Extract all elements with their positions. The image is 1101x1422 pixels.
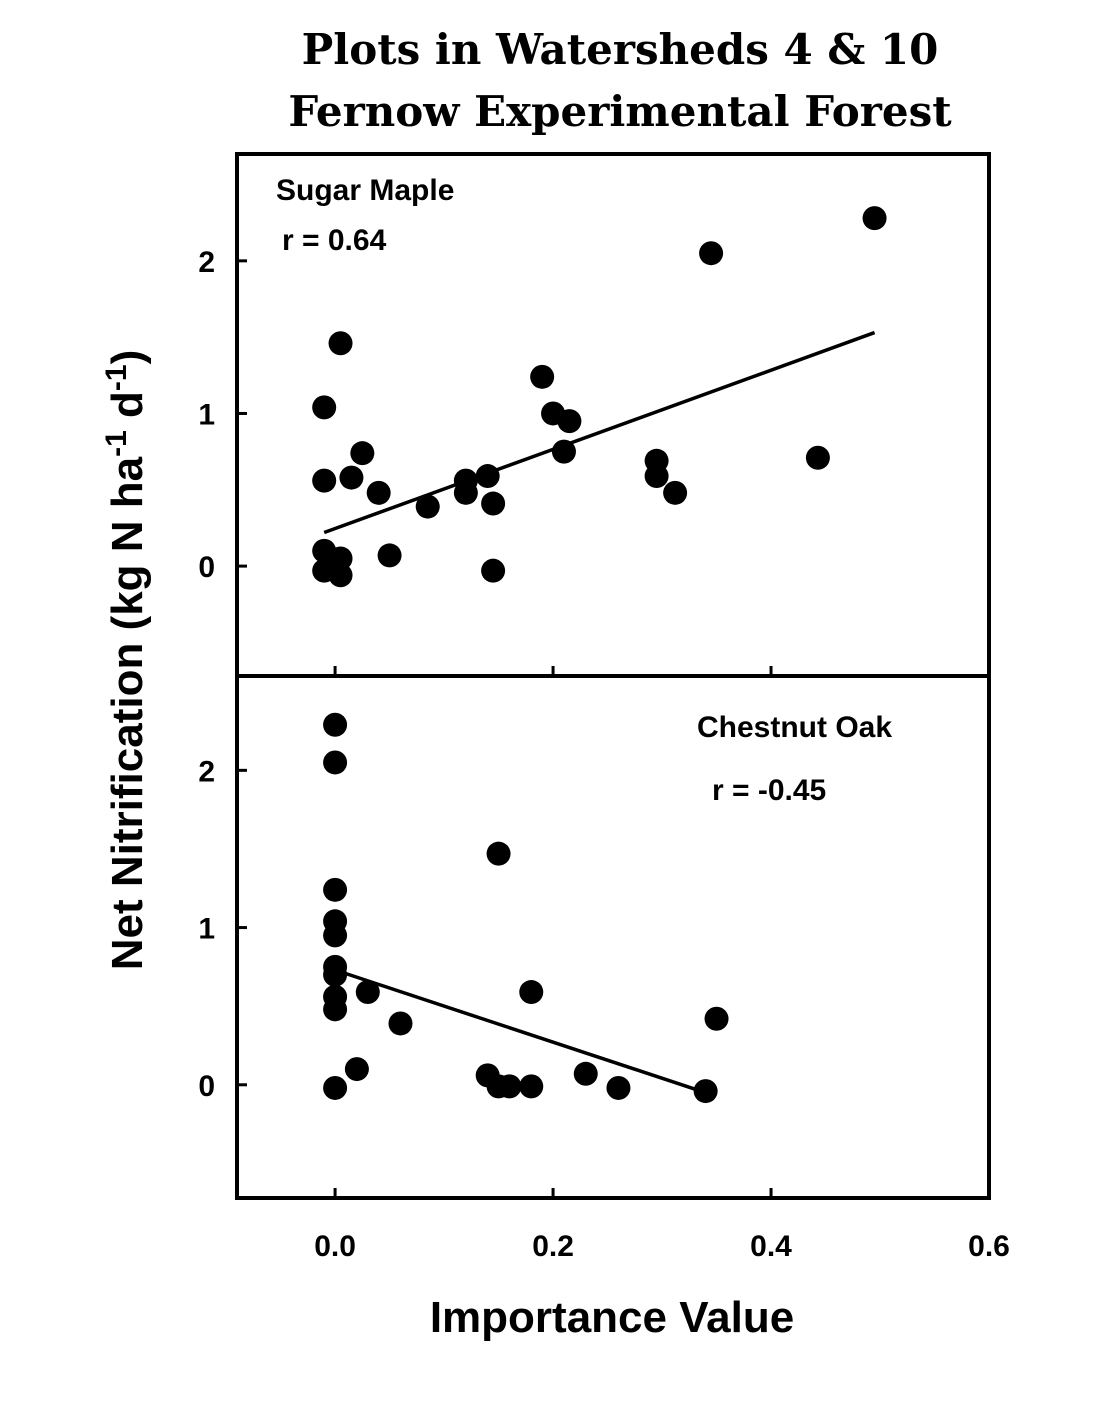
y-axis-label: Net Nitrification (kg N ha-1 d-1) (100, 350, 152, 971)
data-point-sugar-maple-9 (366, 480, 391, 505)
data-point-sugar-maple-4 (328, 331, 353, 356)
panel-label-sugar-maple: Sugar Maple (276, 174, 454, 207)
data-point-sugar-maple-16 (481, 558, 506, 583)
r-label-sugar-maple: r = 0.64 (282, 224, 387, 257)
data-point-sugar-maple-14 (475, 464, 500, 489)
panel-frame-chestnut-oak (235, 674, 991, 1200)
data-point-chestnut-oak-14 (486, 841, 511, 866)
data-point-chestnut-oak-22 (704, 1006, 729, 1031)
panel-chestnut-oak: 0 1 2 Chestnut Oak r = -0.45 (198, 674, 991, 1200)
chart-title-line-2: Fernow Experimental Forest (288, 87, 952, 136)
x-tick-label-1: 0.2 (532, 1230, 574, 1263)
y-tick-label-chestnut-oak-0: 0 (198, 1070, 215, 1103)
y-axis-label-main: Net Nitrification (kg N ha (103, 456, 152, 970)
data-point-sugar-maple-19 (551, 439, 576, 464)
data-point-chestnut-oak-20 (606, 1075, 631, 1100)
data-point-sugar-maple-15 (481, 491, 506, 516)
y-tick-label-sugar-maple-1: 1 (198, 398, 215, 431)
fit-line-sugar-maple (323, 330, 876, 535)
data-point-chestnut-oak-10 (344, 1057, 369, 1082)
fit-line-chestnut-oak (334, 968, 707, 1095)
data-point-chestnut-oak-11 (355, 980, 380, 1005)
x-axis: 0.0 0.2 0.4 0.6 (314, 1188, 1010, 1263)
data-point-sugar-maple-8 (350, 441, 375, 466)
panels: 0 1 2 Sugar Maple r = 0.64 0 1 2 Chestnut Oak r =… (198, 152, 991, 1200)
data-point-sugar-maple-11 (415, 494, 440, 519)
y-axis-label-close: ) (103, 350, 152, 365)
data-point-chestnut-oak-1 (323, 750, 348, 775)
y-tick-label-sugar-maple-0: 0 (198, 551, 215, 584)
r-label-chestnut-oak: r = -0.45 (712, 774, 826, 807)
x-tick-label-2: 0.4 (750, 1230, 792, 1263)
data-point-sugar-maple-6 (328, 563, 353, 588)
data-point-sugar-maple-23 (663, 480, 688, 505)
data-point-chestnut-oak-0 (323, 712, 348, 737)
data-point-sugar-maple-0 (312, 395, 337, 420)
data-point-chestnut-oak-21 (693, 1079, 718, 1104)
data-point-sugar-maple-7 (339, 465, 364, 490)
x-tick-label-0: 0.0 (314, 1230, 356, 1263)
data-point-chestnut-oak-9 (323, 1075, 348, 1100)
data-point-chestnut-oak-18 (519, 1074, 544, 1099)
data-point-chestnut-oak-17 (519, 980, 544, 1005)
data-point-sugar-maple-1 (312, 468, 337, 493)
data-point-sugar-maple-13 (453, 480, 478, 505)
data-point-chestnut-oak-16 (497, 1074, 522, 1099)
data-point-chestnut-oak-6 (323, 962, 348, 987)
data-point-sugar-maple-5 (328, 546, 353, 571)
x-axis-label: Importance Value (430, 1293, 794, 1342)
x-tick-label-3: 0.6 (968, 1230, 1010, 1263)
data-point-chestnut-oak-8 (323, 997, 348, 1022)
panel-sugar-maple: 0 1 2 Sugar Maple r = 0.64 (198, 152, 991, 678)
data-point-chestnut-oak-19 (573, 1061, 598, 1086)
data-point-sugar-maple-26 (862, 206, 887, 231)
y-axis-label-sup-2: -1 (100, 364, 133, 391)
y-tick-label-chestnut-oak-2: 2 (198, 755, 215, 788)
y-tick-label-sugar-maple-2: 2 (198, 246, 215, 279)
data-point-chestnut-oak-2 (323, 877, 348, 902)
data-point-chestnut-oak-4 (323, 923, 348, 948)
data-point-sugar-maple-17 (530, 364, 555, 389)
y-axis-label-sup-1: -1 (100, 430, 133, 457)
y-axis-label-d: d (103, 391, 152, 430)
data-point-sugar-maple-10 (377, 543, 402, 568)
y-tick-label-chestnut-oak-1: 1 (198, 913, 215, 946)
data-point-sugar-maple-22 (644, 464, 669, 489)
data-point-sugar-maple-25 (805, 445, 830, 470)
chart-title-line-1: Plots in Watersheds 4 & 10 (302, 25, 939, 74)
panel-label-chestnut-oak: Chestnut Oak (697, 711, 892, 744)
data-point-chestnut-oak-12 (388, 1011, 413, 1036)
data-point-sugar-maple-20 (557, 409, 582, 434)
data-point-sugar-maple-24 (699, 241, 724, 266)
